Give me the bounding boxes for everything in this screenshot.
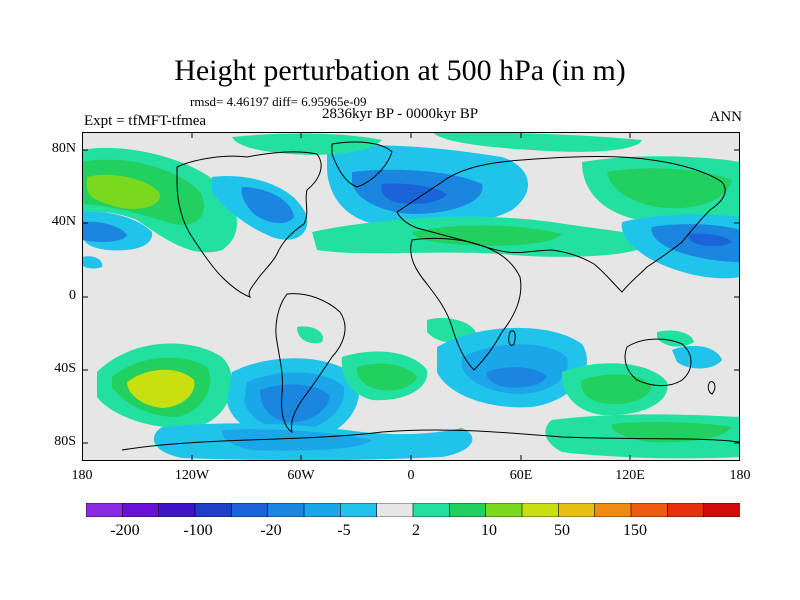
colorbar-cell bbox=[231, 503, 269, 517]
y-tick-label: 0 bbox=[69, 288, 76, 303]
colorbar-label: 10 bbox=[481, 522, 497, 539]
experiment-label: Expt = tfMFT-tfmea bbox=[84, 113, 207, 129]
contour-field bbox=[432, 132, 642, 152]
x-tick-label: 180 bbox=[71, 468, 93, 483]
contour-field bbox=[232, 133, 382, 155]
contour-field bbox=[241, 187, 294, 224]
colorbar-label: -100 bbox=[183, 522, 213, 539]
contour-field bbox=[657, 330, 694, 347]
island-new-zealand bbox=[707, 381, 716, 395]
colorbar-cell bbox=[86, 503, 124, 517]
axis-ticks bbox=[82, 132, 740, 461]
colorbar-cell bbox=[376, 503, 414, 517]
contour-field bbox=[297, 326, 323, 344]
colorbar-label: 150 bbox=[623, 522, 647, 539]
colorbar-cell bbox=[594, 503, 632, 517]
stats-label: rmsd= 4.46197 diff= 6.95965e-09 bbox=[190, 94, 367, 109]
contour-field bbox=[611, 421, 732, 443]
contour-field bbox=[82, 256, 103, 269]
colorbar-cell bbox=[340, 503, 378, 517]
colorbar bbox=[86, 503, 740, 517]
contour-field bbox=[672, 345, 722, 369]
colorbar-label: 50 bbox=[554, 522, 570, 539]
colorbar-cell bbox=[122, 503, 160, 517]
x-tick-label: 0 bbox=[407, 468, 415, 483]
continent-north-america bbox=[176, 151, 322, 298]
colorbar-cell bbox=[521, 503, 560, 517]
contour-field bbox=[581, 374, 652, 404]
y-tick-label: 80N bbox=[51, 141, 76, 156]
period-label: 2836kyr BP - 0000kyr BP bbox=[322, 106, 479, 122]
contour-field bbox=[87, 174, 161, 209]
colorbar-cell bbox=[449, 503, 487, 517]
colorbar-cell bbox=[267, 503, 305, 517]
coastlines bbox=[121, 141, 740, 451]
contour-field bbox=[687, 233, 732, 247]
island-madagascar bbox=[508, 330, 516, 346]
colorbar-label: 2 bbox=[412, 522, 420, 539]
x-tick-label: 120E bbox=[615, 468, 645, 483]
continent-south-america bbox=[275, 293, 346, 434]
contour-field bbox=[412, 225, 562, 246]
contour-field bbox=[260, 384, 330, 423]
continent-antarctica bbox=[121, 429, 740, 451]
colorbar-cell bbox=[630, 503, 669, 517]
continent-australia bbox=[624, 338, 692, 387]
colorbar-cell bbox=[303, 503, 342, 517]
y-tick-label: 40N bbox=[51, 214, 76, 229]
contour-field bbox=[221, 429, 372, 451]
x-tick-label: 180 bbox=[729, 468, 751, 483]
colorbar-cell bbox=[485, 503, 523, 517]
contour-field bbox=[82, 221, 127, 243]
colorbar-cell bbox=[412, 503, 451, 517]
contour-field bbox=[127, 369, 195, 408]
colorbar-label: -200 bbox=[110, 522, 140, 539]
x-tick-label: 120W bbox=[174, 468, 210, 483]
chart-title: Height perturbation at 500 hPa (in m) bbox=[174, 54, 626, 87]
x-tick-label: 60E bbox=[509, 468, 533, 483]
colorbar-cell bbox=[703, 503, 740, 517]
colorbar-cell bbox=[667, 503, 705, 517]
colorbar-cell bbox=[158, 503, 196, 517]
colorbar-label: -20 bbox=[260, 522, 282, 539]
contour-field bbox=[356, 363, 417, 391]
continent-africa bbox=[410, 237, 522, 371]
contour-field bbox=[381, 183, 447, 204]
y-tick-label: 80S bbox=[54, 434, 76, 449]
contour-map bbox=[82, 132, 740, 461]
season-label: ANN bbox=[709, 109, 743, 125]
colorbar-cell bbox=[558, 503, 596, 517]
continent-greenland bbox=[331, 141, 393, 188]
contour-fields bbox=[82, 132, 740, 461]
contour-field bbox=[607, 168, 732, 209]
contour-field bbox=[486, 367, 547, 388]
colorbar-label: -5 bbox=[337, 522, 351, 539]
y-tick-label: 40S bbox=[54, 361, 76, 376]
map-panel bbox=[82, 132, 740, 461]
colorbar-cell bbox=[194, 503, 233, 517]
x-tick-label: 60W bbox=[287, 468, 315, 483]
